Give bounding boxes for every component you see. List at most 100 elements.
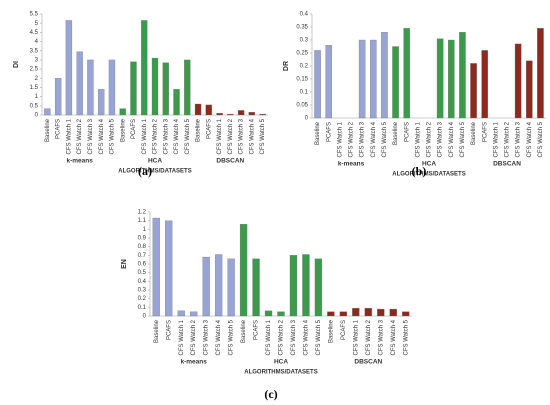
x-tick-label: PCAFS	[326, 122, 332, 142]
x-tick-label: CFS Watch 4	[391, 319, 397, 355]
x-axis-title: ALGORITHMS/DATASETS	[392, 172, 465, 178]
bar	[151, 57, 159, 116]
x-tick-label: CFS Watch 3	[163, 118, 169, 154]
x-tick-label: CFS Watch 2	[349, 121, 355, 157]
panel-label: (b)	[412, 164, 427, 178]
x-tick-label: CFS Watch 1	[266, 319, 272, 355]
bar	[339, 311, 348, 317]
y-tick-label: 0.15	[296, 77, 308, 83]
x-tick-label: CFS Watch 5	[316, 319, 322, 355]
bar	[239, 223, 248, 317]
y-tick-label: 0.4	[138, 279, 147, 285]
bar	[76, 51, 83, 116]
x-tick-label: CFS Watch 4	[449, 121, 455, 157]
bar	[370, 39, 377, 119]
bar	[481, 50, 488, 119]
x-tick-label: CFS Watch 5	[382, 121, 388, 157]
x-tick-label: CFS Watch 5	[229, 319, 235, 355]
x-tick-label: CFS Watch 1	[353, 319, 359, 355]
x-tick-label: CFS Watch 4	[99, 118, 105, 154]
x-tick-label: Baseline	[328, 319, 334, 343]
x-tick-label: CFS Watch 1	[142, 118, 148, 154]
group-label: HCA	[274, 359, 288, 366]
x-tick-label: Baseline	[120, 118, 126, 142]
y-tick-label: 0.2	[300, 64, 309, 70]
group-label: HCA	[422, 161, 436, 168]
x-tick-label: CFS Watch 2	[228, 118, 234, 154]
x-tick-label: Baseline	[196, 118, 202, 142]
x-tick-label: CFS Watch 4	[371, 121, 377, 157]
x-tick-label: CFS Watch 1	[217, 118, 223, 154]
bar	[162, 62, 169, 116]
y-tick-label: 0.7	[138, 253, 147, 259]
x-tick-label: PCAFS	[341, 320, 347, 340]
y-tick-label: 0	[143, 314, 147, 320]
bar	[381, 32, 388, 119]
y-tick-label: 0.8	[138, 244, 147, 250]
bar	[227, 258, 235, 317]
y-tick-label: 0.9	[138, 236, 147, 242]
x-tick-label: PCAFS	[56, 119, 62, 139]
y-tick-label: 0.05	[296, 103, 308, 109]
panel-label: (c)	[264, 387, 277, 401]
group-label: DBSCAN	[216, 158, 244, 165]
x-tick-label: CFS Watch 2	[191, 319, 197, 355]
y-tick-label: 5.5	[30, 12, 39, 18]
y-tick-label: 1.1	[138, 218, 147, 224]
bar	[470, 63, 477, 119]
y-tick-label: 0.3	[300, 38, 309, 44]
group-label: HCA	[148, 158, 162, 165]
x-tick-label: CFS Watch 5	[260, 118, 266, 154]
x-tick-label: CFS Watch 4	[304, 319, 310, 355]
x-tick-label: PCAFS	[206, 119, 212, 139]
y-tick-label: 1.2	[138, 210, 147, 216]
x-tick-label: Baseline	[315, 121, 321, 145]
bar	[302, 254, 310, 317]
y-tick-label: 0.35	[296, 25, 308, 31]
x-axis-title: ALGORITHMS/DATASETS	[118, 169, 191, 175]
x-tick-label: CFS Watch 4	[527, 121, 533, 157]
x-tick-label: CFS Watch 5	[185, 118, 191, 154]
y-tick-label: 0	[305, 116, 309, 122]
x-tick-label: CFS Watch 5	[538, 121, 544, 157]
y-tick-label: 0.4	[300, 12, 309, 18]
y-tick-label: 0	[35, 113, 39, 119]
x-tick-label: CFS Watch 2	[505, 121, 511, 157]
y-tick-label: 0.1	[300, 90, 309, 96]
x-tick-label: CFS Watch 1	[493, 121, 499, 157]
bar	[119, 108, 126, 116]
bar	[216, 113, 223, 116]
x-tick-label: Baseline	[471, 121, 477, 145]
bar	[364, 308, 372, 317]
x-tick-label: Baseline	[393, 121, 399, 145]
bar	[252, 258, 260, 317]
y-tick-label: 0.6	[138, 262, 147, 268]
y-axis-label: EN	[121, 259, 128, 269]
x-tick-label: CFS Watch 3	[88, 118, 94, 154]
x-tick-label: PCAFS	[131, 119, 137, 139]
bar	[190, 311, 198, 317]
x-tick-label: CFS Watch 2	[153, 118, 159, 154]
x-tick-label: CFS Watch 3	[360, 121, 366, 157]
x-tick-label: PCAFS	[482, 122, 488, 142]
bar	[277, 311, 285, 317]
bar	[108, 59, 116, 116]
bar	[436, 38, 444, 119]
y-tick-label: 0.1	[138, 305, 147, 311]
group-label: DBSCAN	[354, 359, 382, 366]
x-tick-label: CFS Watch 4	[174, 118, 180, 154]
group-label: k-means	[66, 158, 93, 165]
bar	[259, 113, 266, 116]
bar	[177, 310, 185, 317]
y-axis-label: DI	[13, 61, 20, 68]
y-tick-label: 2	[35, 76, 39, 82]
bar	[377, 308, 385, 317]
x-tick-label: CFS Watch 1	[66, 118, 72, 154]
group-label: DBSCAN	[493, 161, 521, 168]
x-tick-label: Baseline	[154, 319, 160, 343]
y-tick-label: 4	[35, 39, 39, 45]
x-tick-label: PCAFS	[254, 320, 260, 340]
bar	[202, 256, 210, 317]
x-tick-label: Baseline	[45, 118, 51, 142]
y-tick-label: 1.5	[30, 85, 39, 91]
